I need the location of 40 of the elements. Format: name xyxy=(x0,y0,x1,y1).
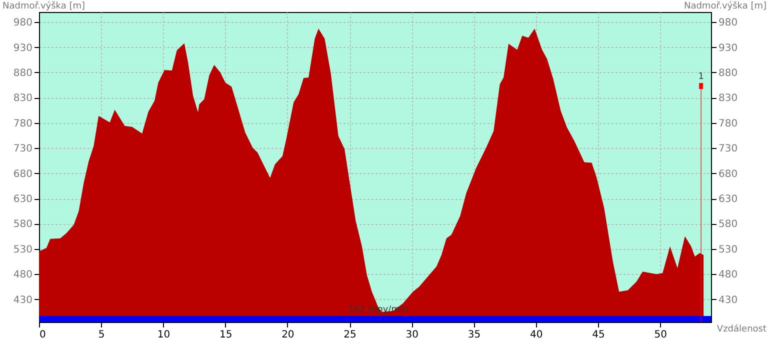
y2-tick-label: 580 xyxy=(718,219,738,230)
x-tick-label: 35 xyxy=(468,330,481,339)
x-tick-label: 45 xyxy=(592,330,605,339)
x-tick-label: 25 xyxy=(344,330,356,339)
y-tick-label: 480 xyxy=(13,270,32,281)
x-tick-label: 15 xyxy=(219,330,232,339)
y2-axis-title: Nadmoř.výška [m] xyxy=(684,0,766,12)
y-tick-label: 680 xyxy=(13,168,32,180)
y-axis-title: Nadmoř.výška [m] xyxy=(2,0,86,12)
y2-tick-label: 530 xyxy=(718,244,738,256)
x-tick-label: 0 xyxy=(40,330,46,339)
y2-tick-label: 930 xyxy=(718,42,738,54)
x-axis-title: Vzdálenost xyxy=(716,324,767,334)
y2-tick-label: 480 xyxy=(718,270,738,281)
x-tick-label: 10 xyxy=(157,330,170,339)
y-tick-label: 530 xyxy=(13,244,32,256)
x-tick-label: 50 xyxy=(654,330,667,339)
y-tick-label: 430 xyxy=(13,294,32,306)
y-tick-label: 580 xyxy=(13,219,32,230)
x-tick-label: 5 xyxy=(98,330,105,339)
y-tick-label: 830 xyxy=(13,93,32,104)
y2-tick-label: 730 xyxy=(718,144,738,155)
y2-tick-label: 980 xyxy=(718,18,738,29)
y-tick-label: 730 xyxy=(13,144,32,155)
y-tick-label: 780 xyxy=(13,118,32,130)
y-tick-label: 880 xyxy=(13,68,32,79)
annotation: 162 tepy/min xyxy=(348,304,408,315)
x-tick-label: 20 xyxy=(282,330,294,339)
x-tick-label: 40 xyxy=(530,330,543,339)
y2-tick-label: 430 xyxy=(718,294,738,306)
y-tick-label: 980 xyxy=(13,18,32,29)
x-tick-label: 30 xyxy=(406,330,419,339)
y-tick-label: 930 xyxy=(13,42,32,54)
annotation: 1 xyxy=(698,72,704,82)
y2-tick-label: 630 xyxy=(718,194,738,206)
y2-tick-label: 680 xyxy=(718,168,738,180)
y2-tick-label: 880 xyxy=(718,68,738,79)
y2-tick-label: 780 xyxy=(718,118,738,130)
y-tick-label: 630 xyxy=(13,194,32,206)
y2-tick-label: 830 xyxy=(718,93,738,104)
